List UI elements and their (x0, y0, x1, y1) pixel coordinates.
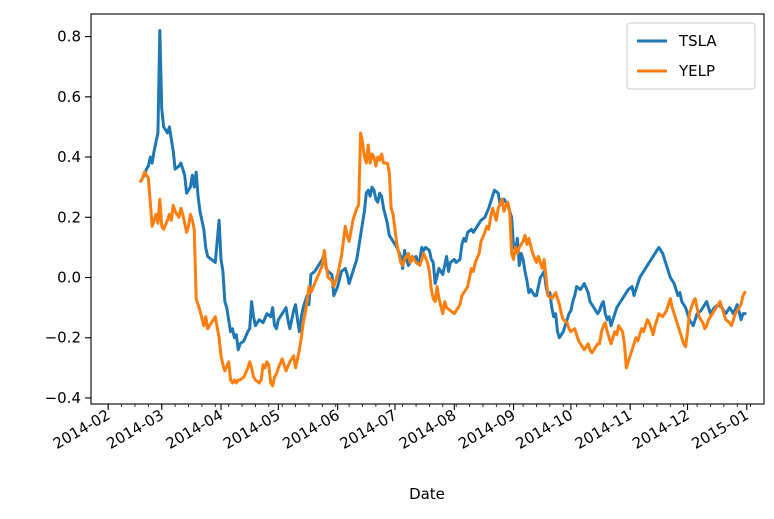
y-tick-label: −0.4 (45, 389, 81, 407)
x-tick-label: 2014-07 (337, 406, 400, 453)
x-tick-label: 2014-08 (396, 406, 459, 453)
legend-label-tsla: TSLA (678, 32, 717, 50)
x-tick-label: 2014-03 (103, 406, 166, 453)
plot-frame (90, 13, 765, 405)
y-tick-label: 0.0 (57, 269, 81, 287)
x-tick-label: 2015-01 (689, 406, 752, 453)
x-axis-label: Date (409, 485, 445, 503)
legend: TSLA YELP (626, 22, 756, 90)
x-tick-label: 2014-04 (163, 406, 226, 453)
x-axis: 2014-022014-032014-042014-052014-062014-… (50, 404, 752, 453)
y-axis: 0.8 0.6 0.4 0.2 0.0 −0.2 −0.4 (45, 28, 91, 407)
y-tick-label: 0.6 (57, 88, 81, 106)
x-tick-label: 2014-02 (50, 406, 113, 453)
legend-label-yelp: YELP (678, 62, 715, 80)
x-tick-label: 2014-11 (572, 406, 635, 453)
x-tick-label: 2014-06 (279, 406, 342, 453)
series-line-tsla (138, 29, 747, 352)
series-line-yelp (138, 131, 747, 388)
x-tick-label: 2014-09 (455, 406, 518, 453)
y-tick-label: −0.2 (45, 329, 81, 347)
x-tick-label: 2014-10 (513, 406, 576, 453)
y-tick-label: 0.4 (57, 148, 81, 166)
y-tick-label: 0.8 (57, 28, 81, 46)
series-layer (138, 29, 747, 388)
x-tick-label: 2014-12 (629, 406, 692, 453)
x-tick-label: 2014-05 (220, 406, 283, 453)
y-tick-label: 0.2 (57, 208, 81, 226)
